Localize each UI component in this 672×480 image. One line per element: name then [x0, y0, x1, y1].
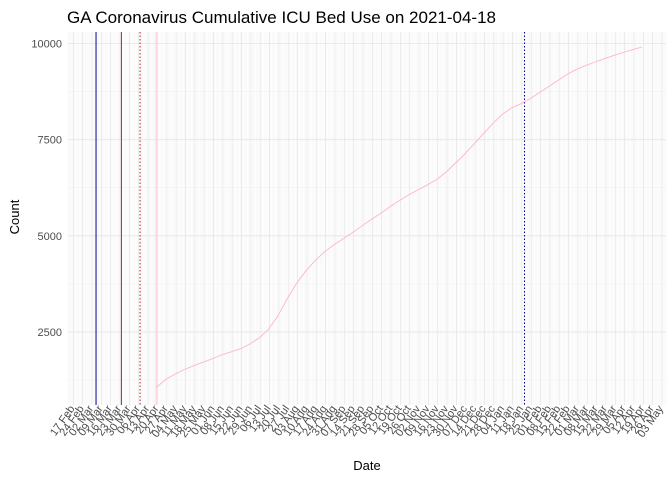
chart-title: GA Coronavirus Cumulative ICU Bed Use on…: [67, 8, 496, 27]
y-axis-ticks: 2500 5000 7500 10000: [31, 39, 62, 339]
x-axis-title: Date: [353, 458, 380, 473]
y-tick-label: 2500: [38, 327, 62, 339]
y-tick-label: 7500: [38, 135, 62, 147]
major-gridlines: [68, 32, 666, 405]
reference-lines: [95, 32, 526, 405]
series-line: [155, 46, 643, 389]
y-tick-label: 10000: [31, 39, 62, 51]
y-tick-label: 5000: [38, 231, 62, 243]
series-layer: [155, 46, 643, 389]
y-axis-title: Count: [7, 199, 22, 234]
